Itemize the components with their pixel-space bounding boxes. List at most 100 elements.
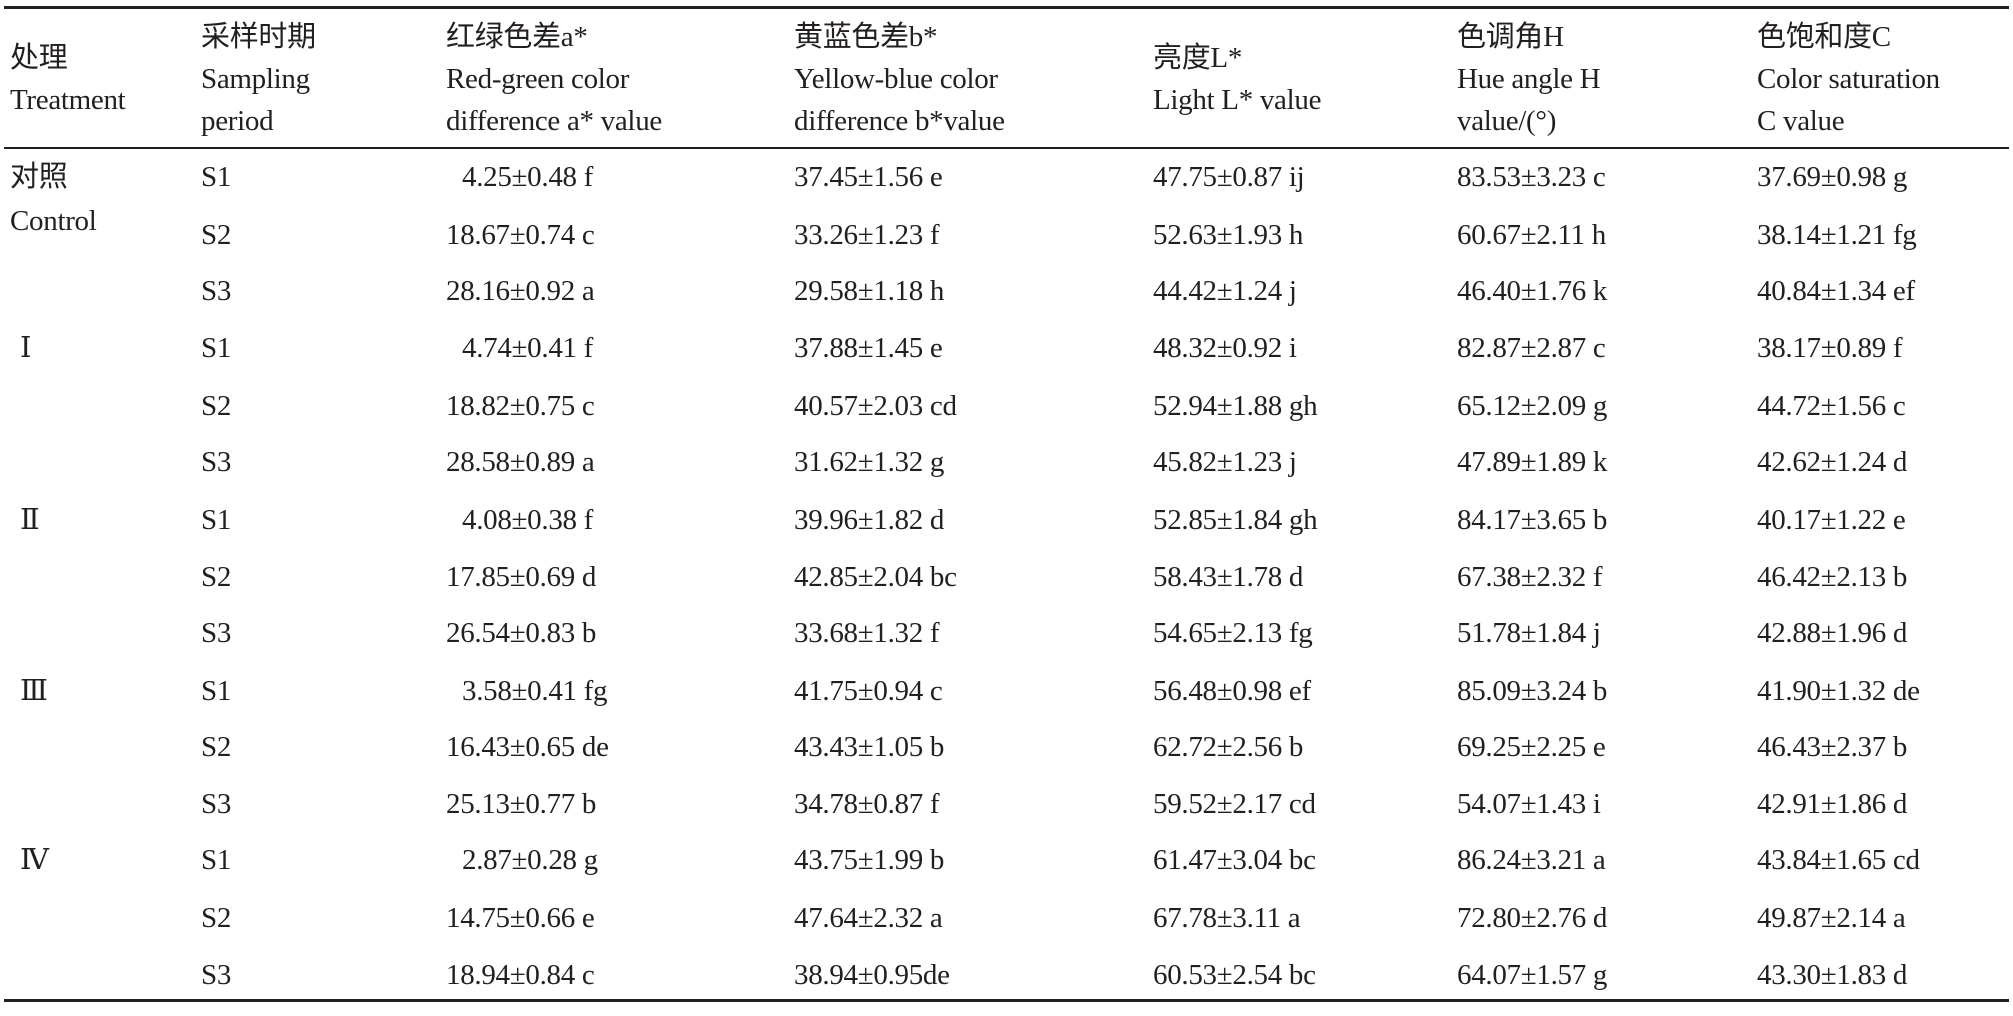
column-header-a-value: 红绿色差a* Red-green color difference a* value xyxy=(446,16,662,142)
value-cell-l-value: 56.48±0.98 ef xyxy=(1153,675,1311,707)
value-cell-a-value: 26.54±0.83 b xyxy=(446,617,597,649)
header-line: Sampling xyxy=(201,63,310,95)
table-bottom-rule xyxy=(4,999,2009,1002)
value-cell-b-value: 41.75±0.94 c xyxy=(794,675,943,707)
treatment-label: Ⅳ xyxy=(20,844,49,876)
header-line: C value xyxy=(1757,105,1845,137)
column-header-hue-angle: 色调角H Hue angle H value/(°) xyxy=(1457,16,1601,142)
treatment-label: Ⅱ xyxy=(20,504,40,536)
header-line: Hue angle H xyxy=(1457,63,1601,95)
value-cell-b-value: 39.96±1.82 d xyxy=(794,504,945,536)
value-cell-hue-angle: 82.87±2.87 c xyxy=(1457,332,1606,364)
header-line: 采样时期 xyxy=(201,21,316,53)
value-cell-saturation: 44.72±1.56 c xyxy=(1757,390,1906,422)
value-cell-a-value: 14.75±0.66 e xyxy=(446,902,595,934)
sampling-period-cell: S2 xyxy=(201,731,232,763)
value-cell-a-value: 18.67±0.74 c xyxy=(446,219,595,251)
value-cell-a-value: 4.08±0.38 f xyxy=(462,504,594,536)
value-cell-hue-angle: 83.53±3.23 c xyxy=(1457,161,1606,193)
value-cell-b-value: 40.57±2.03 cd xyxy=(794,390,957,422)
sampling-period-cell: S3 xyxy=(201,788,232,820)
value-cell-a-value: 18.82±0.75 c xyxy=(446,390,595,422)
value-cell-saturation: 40.84±1.34 ef xyxy=(1757,275,1915,307)
value-cell-a-value: 25.13±0.77 b xyxy=(446,788,597,820)
value-cell-a-value: 16.43±0.65 de xyxy=(446,731,609,763)
value-cell-a-value: 28.58±0.89 a xyxy=(446,446,595,478)
value-cell-l-value: 52.94±1.88 gh xyxy=(1153,390,1318,422)
value-cell-l-value: 59.52±2.17 cd xyxy=(1153,788,1316,820)
value-cell-saturation: 37.69±0.98 g xyxy=(1757,161,1908,193)
header-line: value/(°) xyxy=(1457,105,1557,137)
table-top-rule xyxy=(4,6,2009,9)
sampling-period-cell: S1 xyxy=(201,675,232,707)
value-cell-l-value: 45.82±1.23 j xyxy=(1153,446,1297,478)
value-cell-a-value: 17.85±0.69 d xyxy=(446,561,597,593)
sampling-period-cell: S3 xyxy=(201,959,232,991)
header-line: period xyxy=(201,105,274,137)
treatment-label: Ⅲ xyxy=(20,675,48,707)
value-cell-hue-angle: 84.17±3.65 b xyxy=(1457,504,1608,536)
value-cell-hue-angle: 72.80±2.76 d xyxy=(1457,902,1608,934)
value-cell-hue-angle: 54.07±1.43 i xyxy=(1457,788,1601,820)
column-header-b-value: 黄蓝色差b* Yellow-blue color difference b*valu… xyxy=(794,16,1005,142)
value-cell-b-value: 31.62±1.32 g xyxy=(794,446,945,478)
header-line: Yellow-blue color xyxy=(794,63,998,95)
column-header-l-value: 亮度L* Light L* value xyxy=(1153,37,1321,121)
sampling-period-cell: S3 xyxy=(201,446,232,478)
column-header-treatment: 处理 Treatment xyxy=(10,37,126,121)
value-cell-b-value: 33.68±1.32 f xyxy=(794,617,940,649)
value-cell-saturation: 42.62±1.24 d xyxy=(1757,446,1908,478)
value-cell-a-value: 4.74±0.41 f xyxy=(462,332,594,364)
value-cell-b-value: 34.78±0.87 f xyxy=(794,788,940,820)
value-cell-saturation: 38.17±0.89 f xyxy=(1757,332,1903,364)
sampling-period-cell: S2 xyxy=(201,902,232,934)
header-line: Red-green color xyxy=(446,63,630,95)
value-cell-a-value: 3.58±0.41 fg xyxy=(462,675,608,707)
value-cell-hue-angle: 69.25±2.25 e xyxy=(1457,731,1606,763)
value-cell-hue-angle: 47.89±1.89 k xyxy=(1457,446,1608,478)
sampling-period-cell: S3 xyxy=(201,275,232,307)
value-cell-l-value: 67.78±3.11 a xyxy=(1153,902,1301,934)
value-cell-l-value: 62.72±2.56 b xyxy=(1153,731,1304,763)
header-line: 处理 xyxy=(10,42,68,74)
treatment-label: Ⅰ xyxy=(20,332,32,364)
value-cell-hue-angle: 86.24±3.21 a xyxy=(1457,844,1606,876)
value-cell-a-value: 28.16±0.92 a xyxy=(446,275,595,307)
value-cell-saturation: 43.84±1.65 cd xyxy=(1757,844,1920,876)
value-cell-b-value: 47.64±2.32 a xyxy=(794,902,943,934)
value-cell-b-value: 37.88±1.45 e xyxy=(794,332,943,364)
sampling-period-cell: S1 xyxy=(201,844,232,876)
sampling-period-cell: S2 xyxy=(201,561,232,593)
value-cell-hue-angle: 85.09±3.24 b xyxy=(1457,675,1608,707)
value-cell-l-value: 48.32±0.92 i xyxy=(1153,332,1297,364)
header-line: Color saturation xyxy=(1757,63,1940,95)
value-cell-a-value: 18.94±0.84 c xyxy=(446,959,595,991)
value-cell-l-value: 52.85±1.84 gh xyxy=(1153,504,1318,536)
value-cell-l-value: 44.42±1.24 j xyxy=(1153,275,1297,307)
value-cell-hue-angle: 51.78±1.84 j xyxy=(1457,617,1601,649)
value-cell-hue-angle: 67.38±2.32 f xyxy=(1457,561,1603,593)
header-line: difference a* value xyxy=(446,105,662,137)
value-cell-a-value: 2.87±0.28 g xyxy=(462,844,598,876)
treatment-label: Control xyxy=(10,205,97,237)
column-header-saturation: 色饱和度C Color saturation C value xyxy=(1757,16,1940,142)
value-cell-b-value: 37.45±1.56 e xyxy=(794,161,943,193)
treatment-label: 对照 xyxy=(10,161,68,193)
value-cell-b-value: 43.43±1.05 b xyxy=(794,731,945,763)
sampling-period-cell: S2 xyxy=(201,219,232,251)
header-line: difference b*value xyxy=(794,105,1005,137)
value-cell-b-value: 43.75±1.99 b xyxy=(794,844,945,876)
value-cell-saturation: 42.91±1.86 d xyxy=(1757,788,1908,820)
value-cell-saturation: 49.87±2.14 a xyxy=(1757,902,1906,934)
value-cell-hue-angle: 64.07±1.57 g xyxy=(1457,959,1608,991)
value-cell-l-value: 60.53±2.54 bc xyxy=(1153,959,1316,991)
column-header-sampling-period: 采样时期 Sampling period xyxy=(201,16,316,142)
sampling-period-cell: S1 xyxy=(201,332,232,364)
table-header-rule xyxy=(4,147,2009,149)
sampling-period-cell: S1 xyxy=(201,504,232,536)
value-cell-l-value: 58.43±1.78 d xyxy=(1153,561,1304,593)
value-cell-b-value: 42.85±2.04 bc xyxy=(794,561,957,593)
header-line: 黄蓝色差b* xyxy=(794,21,938,53)
value-cell-saturation: 43.30±1.83 d xyxy=(1757,959,1908,991)
value-cell-saturation: 46.43±2.37 b xyxy=(1757,731,1908,763)
